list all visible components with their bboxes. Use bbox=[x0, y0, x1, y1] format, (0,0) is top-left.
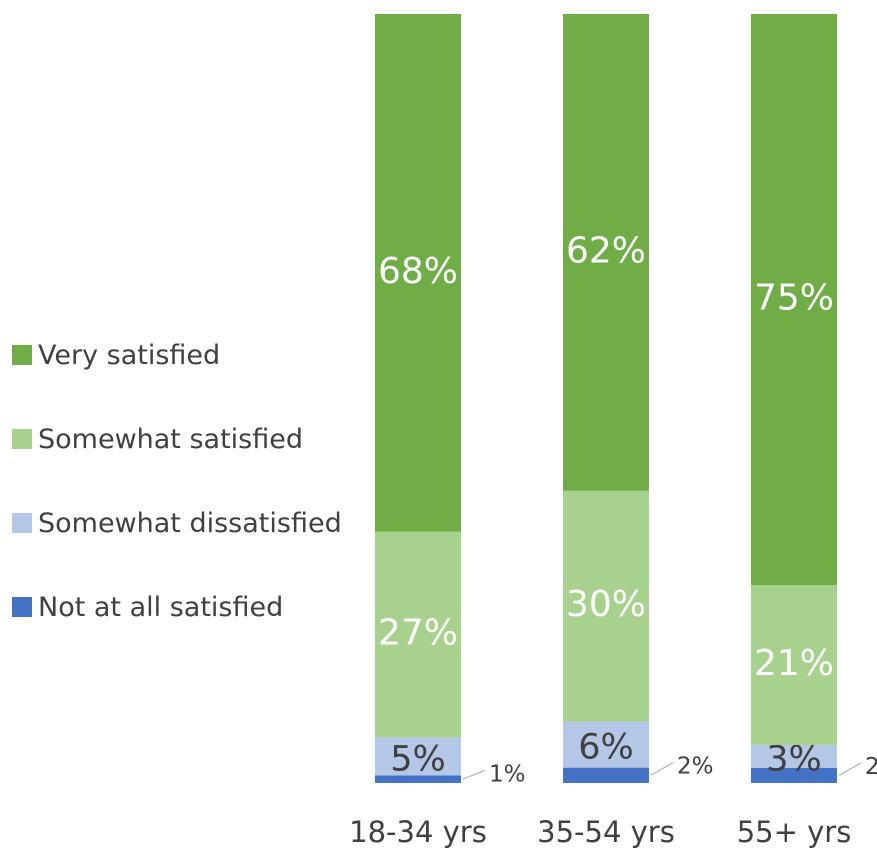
legend-swatch bbox=[12, 345, 32, 365]
data-label: 75% bbox=[754, 278, 834, 319]
data-label: 5% bbox=[390, 739, 446, 779]
category-label: 18-34 yrs bbox=[349, 815, 487, 848]
legend-label: Not at all satisfied bbox=[38, 591, 284, 623]
data-label: 21% bbox=[754, 643, 834, 684]
category-label: 35-54 yrs bbox=[537, 815, 675, 848]
legend-swatch bbox=[12, 597, 32, 617]
data-label: 6% bbox=[578, 728, 634, 768]
bar-segment-very-satisfied bbox=[375, 14, 461, 532]
bar-segment-somewhat-satisfied bbox=[375, 531, 461, 738]
data-label: 68% bbox=[378, 251, 458, 292]
data-label: 1% bbox=[489, 761, 526, 787]
legend-item-very-satisfied: Very satisfied bbox=[12, 335, 220, 375]
data-label: 30% bbox=[566, 584, 646, 625]
bar-segment-very-satisfied bbox=[563, 14, 649, 491]
bar-segment-not-at-all-satisfied bbox=[751, 767, 837, 783]
legend-item-somewhat-satisfied: Somewhat satisfied bbox=[12, 419, 303, 459]
bar-segment-somewhat-satisfied bbox=[751, 585, 837, 745]
legend-swatch bbox=[12, 513, 32, 533]
bar-segment-somewhat-dissatisfied bbox=[375, 737, 461, 776]
leader-line bbox=[650, 762, 674, 776]
bar-segment-not-at-all-satisfied bbox=[563, 767, 649, 783]
bar-segment-somewhat-dissatisfied bbox=[751, 744, 837, 768]
bar-segment-somewhat-satisfied bbox=[563, 490, 649, 722]
category-label: 55+ yrs bbox=[737, 815, 852, 848]
legend-item-not-at-all-satisfied: Not at all satisfied bbox=[12, 587, 283, 627]
legend-item-somewhat-dissatisfied: Somewhat dissatisfied bbox=[12, 503, 342, 543]
data-label: 2% bbox=[865, 754, 877, 780]
bar-segment-somewhat-dissatisfied bbox=[563, 721, 649, 768]
legend-label: Somewhat satisfied bbox=[38, 423, 304, 455]
bar-segment-not-at-all-satisfied bbox=[375, 775, 461, 783]
legend-swatch bbox=[12, 429, 32, 449]
data-label: 3% bbox=[766, 739, 822, 779]
data-label: 27% bbox=[378, 613, 458, 654]
legend-label: Very satisfied bbox=[38, 339, 221, 371]
leader-line bbox=[838, 762, 862, 776]
leader-line bbox=[462, 769, 486, 780]
bar-segment-very-satisfied bbox=[751, 14, 837, 586]
legend-label: Somewhat dissatisfied bbox=[38, 507, 342, 539]
data-label: 2% bbox=[677, 754, 714, 780]
data-label: 62% bbox=[566, 230, 646, 271]
